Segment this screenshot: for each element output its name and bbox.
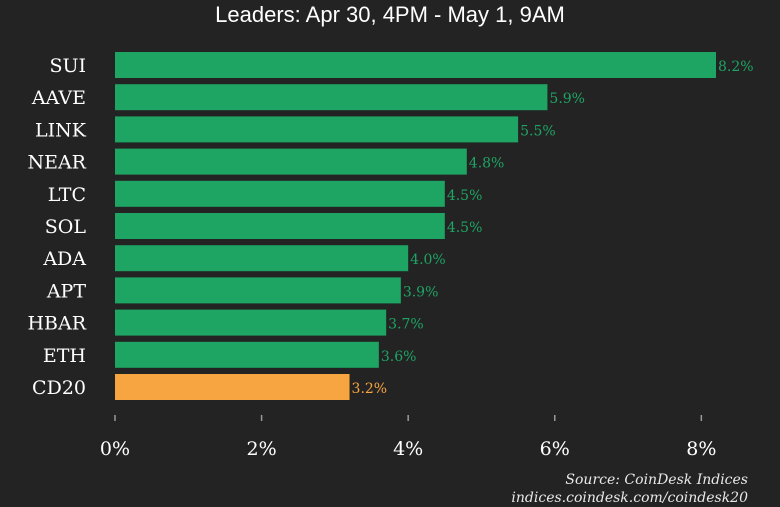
category-label-eth: ETH: [43, 345, 86, 367]
value-label-sui: 8.2%: [718, 59, 754, 75]
category-label-hbar: HBAR: [27, 313, 86, 335]
x-tick-label: 4%: [393, 438, 423, 460]
bar-sol: [115, 213, 445, 239]
bar-near: [115, 148, 467, 175]
bar-aave: [115, 84, 548, 111]
value-label-near: 4.8%: [469, 156, 505, 172]
bar-ltc: [115, 180, 445, 207]
bar-link: [115, 116, 519, 143]
value-label-cd20: 3.2%: [352, 381, 388, 397]
bar-sui: [115, 52, 716, 78]
value-label-hbar: 3.7%: [388, 317, 424, 333]
bar-apt: [115, 277, 401, 304]
category-label-ada: ADA: [42, 248, 86, 270]
labels-layer: SUI 8.2% AAVE 5.9% LINK 5.5% NEAR 4.8% LTC 4.5% SO…: [27, 55, 753, 399]
x-tick-label: 0%: [100, 438, 130, 460]
x-tick-label: 6%: [540, 438, 570, 460]
bar-eth: [115, 341, 379, 368]
bar-cd20: [115, 374, 350, 400]
x-axis: 0% 2% 4% 6% 8%: [100, 415, 716, 460]
x-tick-label: 2%: [247, 438, 277, 460]
value-label-apt: 3.9%: [403, 284, 439, 300]
value-label-sol: 4.5%: [447, 220, 483, 236]
category-label-link: LINK: [35, 119, 87, 141]
category-label-aave: AAVE: [31, 87, 86, 109]
value-label-link: 5.5%: [520, 123, 556, 139]
category-label-cd20: CD20: [32, 377, 86, 399]
bar-ada: [115, 245, 409, 272]
bar-hbar: [115, 309, 387, 336]
chart-title: Leaders: Apr 30, 4PM - May 1, 9AM: [215, 2, 565, 27]
category-label-sol: SOL: [45, 216, 87, 238]
source-url: indices.coindesk.com/coindesk20: [511, 490, 748, 506]
x-tick-label: 8%: [686, 438, 716, 460]
source-note: Source: CoinDesk Indices: [565, 472, 748, 488]
category-label-near: NEAR: [27, 152, 86, 174]
value-label-eth: 3.6%: [381, 349, 417, 365]
value-label-ltc: 4.5%: [447, 188, 483, 204]
category-label-apt: APT: [46, 280, 87, 302]
value-label-ada: 4.0%: [410, 252, 446, 268]
category-label-ltc: LTC: [48, 184, 86, 206]
category-label-sui: SUI: [49, 55, 86, 77]
bars-layer: [115, 52, 716, 400]
value-label-aave: 5.9%: [549, 91, 585, 107]
